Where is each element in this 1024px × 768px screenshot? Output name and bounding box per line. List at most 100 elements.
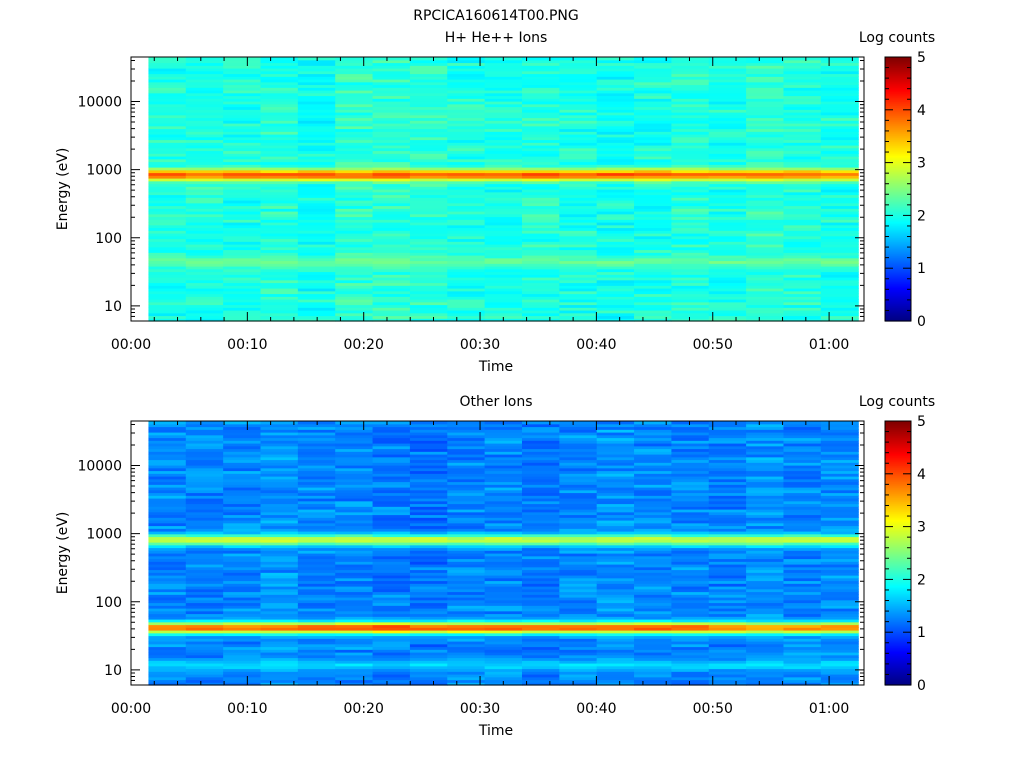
heatmap-cell: [746, 246, 785, 251]
heatmap-cell: [634, 84, 673, 88]
heatmap-cell: [372, 241, 411, 245]
heatmap-cell: [634, 59, 673, 64]
heatmap-cell: [746, 649, 785, 653]
heatmap-cell: [559, 429, 598, 433]
heatmap-cell: [521, 189, 560, 193]
heatmap-cell: [820, 285, 859, 289]
heatmap-cell: [671, 619, 710, 623]
heatmap-cell: [783, 84, 822, 88]
heatmap-cell: [148, 158, 187, 163]
heatmap-cell: [372, 290, 411, 295]
heatmap-cell: [447, 186, 486, 190]
colorbar-step: [885, 309, 911, 312]
heatmap-cell: [335, 470, 374, 474]
heatmap-cell: [260, 520, 299, 524]
heatmap-cell: [335, 572, 374, 576]
heatmap-cell: [447, 205, 486, 209]
heatmap-cell: [484, 528, 523, 532]
heatmap-cell: [820, 169, 859, 174]
heatmap-cell: [185, 183, 224, 187]
heatmap-cell: [260, 260, 299, 264]
heatmap-cell: [148, 580, 187, 584]
heatmap-cell: [372, 153, 411, 157]
heatmap-cell: [783, 462, 822, 466]
heatmap-cell: [185, 246, 224, 251]
heatmap-cell: [484, 285, 523, 289]
colorbar-step: [885, 509, 911, 512]
heatmap-cell: [708, 175, 747, 179]
heatmap-cell: [783, 569, 822, 573]
heatmap-cell: [223, 520, 262, 524]
heatmap-cell: [746, 588, 785, 593]
heatmap-cell: [185, 257, 224, 262]
colorbar-step: [885, 67, 911, 70]
heatmap-cell: [783, 109, 822, 113]
heatmap-cell: [372, 619, 411, 623]
heatmap-cell: [746, 470, 785, 474]
heatmap-cell: [297, 561, 336, 565]
heatmap-cell: [223, 255, 262, 259]
colorbar-step: [885, 647, 911, 650]
heatmap-cell: [521, 657, 560, 661]
colorbar-step: [885, 297, 911, 300]
heatmap-cell: [671, 470, 710, 474]
heatmap-cell: [335, 454, 374, 458]
heatmap-cell: [148, 255, 187, 259]
heatmap-cell: [223, 454, 262, 458]
colorbar-step: [885, 571, 911, 574]
heatmap-cell: [185, 227, 224, 231]
heatmap-cell: [820, 470, 859, 474]
heatmap-cell: [820, 594, 859, 598]
heatmap-cell: [634, 158, 673, 163]
heatmap-cell: [409, 674, 448, 678]
colorbar-step: [885, 117, 911, 120]
heatmap-cell: [634, 224, 673, 229]
heatmap-cell: [634, 437, 673, 441]
heatmap-cell: [596, 213, 635, 218]
heatmap-cell: [372, 533, 411, 538]
heatmap-cell: [260, 591, 299, 595]
heatmap-cell: [260, 616, 299, 620]
heatmap-cell: [521, 434, 560, 439]
colorbar-step: [885, 567, 911, 570]
heatmap-cell: [409, 503, 448, 507]
heatmap-cell: [820, 62, 859, 66]
heatmap-cell: [634, 197, 673, 201]
heatmap-cell: [409, 257, 448, 262]
heatmap-cell: [671, 233, 710, 237]
heatmap-cell: [634, 652, 673, 656]
heatmap-cell: [559, 186, 598, 190]
heatmap-cell: [335, 101, 374, 105]
colorbar-step: [885, 263, 911, 266]
heatmap-cell: [521, 296, 560, 300]
heatmap-cell: [297, 434, 336, 439]
heatmap-cell: [260, 224, 299, 229]
heatmap-cell: [372, 87, 411, 91]
heatmap-cell: [671, 263, 710, 267]
heatmap-cell: [596, 266, 635, 270]
heatmap-cell: [185, 643, 224, 648]
heatmap-cell: [634, 627, 673, 631]
heatmap-cell: [335, 59, 374, 64]
heatmap-cell: [783, 202, 822, 207]
heatmap-cell: [185, 654, 224, 659]
heatmap-cell: [634, 506, 673, 510]
heatmap-cell: [559, 525, 598, 529]
heatmap-cell: [148, 426, 187, 430]
heatmap-cell: [521, 178, 560, 182]
heatmap-cell: [521, 260, 560, 264]
heatmap-cell: [447, 161, 486, 165]
heatmap-cell: [708, 610, 747, 615]
heatmap-cell: [521, 555, 560, 560]
heatmap-cell: [820, 489, 859, 494]
heatmap-cell: [671, 65, 710, 69]
heatmap-cell: [820, 57, 859, 61]
heatmap-cell: [820, 646, 859, 650]
heatmap-cell: [447, 632, 486, 637]
heatmap-cell: [223, 498, 262, 502]
heatmap-cell: [671, 260, 710, 264]
heatmap-cell: [708, 597, 747, 601]
heatmap-cell: [521, 249, 560, 253]
heatmap-cell: [484, 65, 523, 69]
heatmap-cell: [820, 509, 859, 513]
